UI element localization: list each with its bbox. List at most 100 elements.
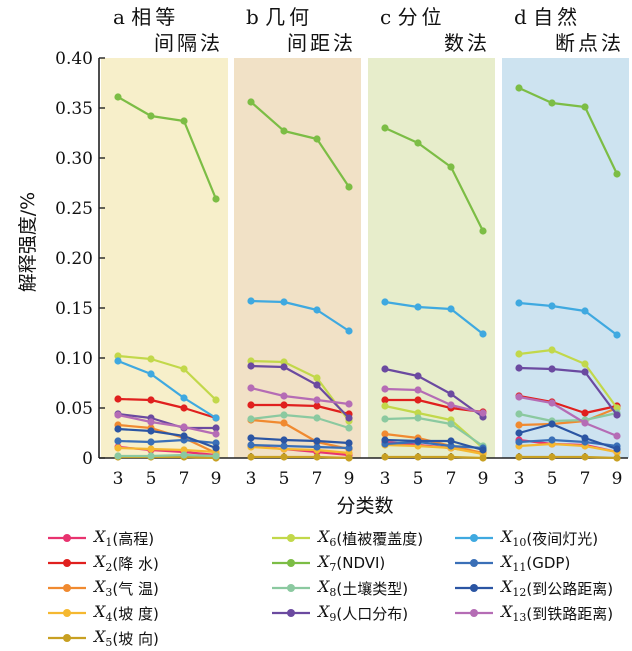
data-point-x6 <box>247 357 255 365</box>
legend-label-x11: (GDP) <box>526 554 571 572</box>
panel-title-line1: b 几何 <box>246 5 313 29</box>
data-point-x5 <box>613 454 621 462</box>
legend-item-x9: X9 (人口分布) <box>270 602 408 624</box>
data-point-x5 <box>381 453 389 461</box>
data-point-x13 <box>180 423 188 431</box>
legend-swatch-x6 <box>272 534 310 542</box>
data-point-x11 <box>212 439 220 447</box>
data-point-x6 <box>313 374 321 382</box>
legend-symbol-x9: X9 <box>318 601 337 625</box>
data-point-x5 <box>414 453 422 461</box>
x-tick-label: 7 <box>580 469 591 489</box>
data-point-x10 <box>581 307 589 315</box>
data-point-x5 <box>345 454 353 462</box>
data-point-x9 <box>280 363 288 371</box>
data-point-x11 <box>447 442 455 450</box>
series-line-x13-panel-a <box>117 413 217 436</box>
panel-title-line1: a 相等 <box>113 5 179 29</box>
data-point-x12 <box>345 439 353 447</box>
legend-label-x7: (NDVI) <box>336 554 386 572</box>
series-line-x10-panel-d <box>518 301 618 336</box>
legend-item-x12: X12 (到公路距离) <box>453 577 613 599</box>
series-line-x12-panel-a <box>117 427 217 450</box>
data-point-x10 <box>313 306 321 314</box>
data-point-x2 <box>114 395 122 403</box>
legend-swatch-x1 <box>48 534 86 542</box>
series-line-x4-panel-b <box>250 445 350 455</box>
data-point-x2 <box>381 396 389 404</box>
series-line-x8-panel-c <box>384 416 484 447</box>
data-point-x10 <box>479 330 487 338</box>
legend-swatch-x12 <box>455 584 493 592</box>
data-point-x11 <box>345 444 353 452</box>
series-line-x5-panel-c <box>385 455 484 460</box>
data-point-x12 <box>479 446 487 454</box>
panel-title-line2: 数法 <box>444 31 490 55</box>
legend-symbol-x1: X1 <box>94 526 113 550</box>
legend-label-x13: (到铁路距离) <box>526 604 614 623</box>
data-point-x10 <box>280 298 288 306</box>
data-point-x6 <box>280 358 288 366</box>
legend-label-x8: (土壤类型) <box>336 579 409 598</box>
data-point-x13 <box>247 384 255 392</box>
y-tick-label: 0.25 <box>55 199 93 219</box>
series-line-x9-panel-c <box>384 367 484 418</box>
series-line-x11-panel-c <box>384 440 484 450</box>
data-point-x6 <box>613 404 621 412</box>
panel-title-line2: 断点法 <box>555 31 624 55</box>
legend-label-x1: (高程) <box>112 529 155 548</box>
x-tick-label: 9 <box>211 469 222 489</box>
panel-title-line1: c 分位 <box>380 5 446 29</box>
data-point-x7 <box>180 117 188 125</box>
data-point-x10 <box>447 305 455 313</box>
data-point-x10 <box>613 331 621 339</box>
y-tick-label: 0.35 <box>55 99 93 119</box>
data-point-x8 <box>414 414 422 422</box>
data-point-x7 <box>381 124 389 132</box>
data-point-x11 <box>548 436 556 444</box>
legend-swatch-x11 <box>455 559 493 567</box>
data-point-x8 <box>381 415 389 423</box>
data-point-x6 <box>515 350 523 358</box>
data-point-x6 <box>381 402 389 410</box>
data-point-x6 <box>212 396 220 404</box>
y-tick-label: 0.10 <box>55 349 93 369</box>
legend-symbol-x5: X5 <box>94 626 113 650</box>
panel-backgrounds <box>101 58 629 458</box>
legend-symbol-x3: X3 <box>94 576 113 600</box>
series-line-x12-panel-d <box>518 422 618 451</box>
data-point-x7 <box>212 195 220 203</box>
series-line-x13-panel-d <box>518 395 618 438</box>
legend-item-x5: X5 (坡 向) <box>46 627 159 649</box>
y-axis-label: 解释强度/% <box>17 192 39 292</box>
x-axis-label: 分类数 <box>336 495 393 517</box>
data-point-x2 <box>581 409 589 417</box>
x-tick-label: 5 <box>279 469 290 489</box>
data-point-x11 <box>280 442 288 450</box>
data-point-x11 <box>114 437 122 445</box>
data-point-x12 <box>212 444 220 452</box>
data-point-x6 <box>180 365 188 373</box>
series-lines <box>114 84 621 462</box>
data-point-x12 <box>613 445 621 453</box>
series-line-x12-panel-c <box>384 438 484 452</box>
data-point-x11 <box>247 441 255 449</box>
series-x6 <box>114 346 621 452</box>
series-line-x3-panel-d <box>518 406 618 427</box>
y-tick-label: 0.30 <box>55 149 93 169</box>
data-point-x13 <box>548 399 556 407</box>
data-point-x10 <box>345 327 353 335</box>
legend-swatch-x5 <box>48 634 86 642</box>
data-point-x2 <box>247 401 255 409</box>
x-tick-label: 3 <box>246 469 257 489</box>
legend-label-x9: (人口分布) <box>336 604 409 623</box>
series-line-x11-panel-b <box>250 443 350 450</box>
data-point-x8 <box>313 414 321 422</box>
data-point-x12 <box>147 427 155 435</box>
legend-swatch-x2 <box>48 559 86 567</box>
x-tick-label: 3 <box>514 469 525 489</box>
data-point-x7 <box>247 98 255 106</box>
legend-item-x10: X10 (夜间灯光) <box>453 527 598 549</box>
